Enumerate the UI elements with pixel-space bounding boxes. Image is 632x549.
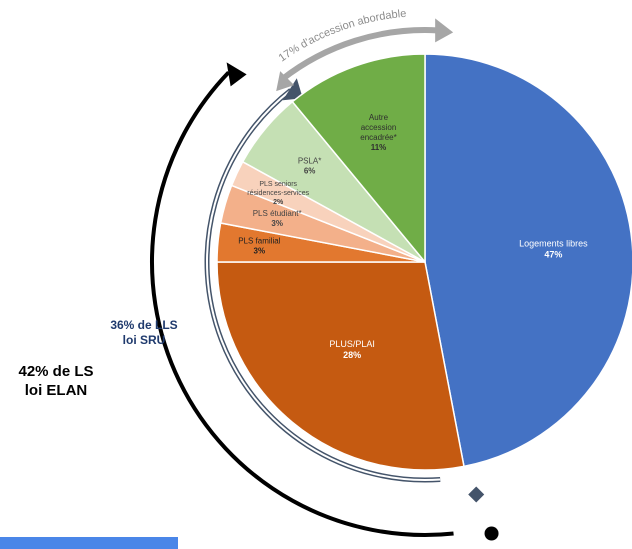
elan-annotation: 42% de LS loi ELAN — [18, 363, 94, 399]
slice-label: PLS familial — [238, 236, 280, 245]
accession-arc — [280, 27, 438, 82]
slice-label: Autre — [369, 113, 389, 122]
slice-label: accession — [361, 123, 397, 132]
pie-slice — [424, 53, 632, 468]
slice-label: PSLA* — [298, 157, 322, 166]
slice-label: encadrée* — [360, 133, 396, 142]
slice-label: PLS seniors — [259, 181, 297, 188]
slice-value-label: 6% — [304, 167, 316, 176]
slice-value-label: 47% — [544, 250, 562, 260]
accession-arrowhead-left — [276, 71, 295, 92]
pie-slice — [216, 261, 465, 471]
slice-label: résidences-services — [247, 190, 309, 197]
elan-end-dot — [484, 526, 499, 541]
sru-arc-inner — [206, 89, 441, 481]
sru-annotation: 36% de LLS loi SRU — [110, 318, 178, 347]
pie-slice — [291, 53, 426, 265]
elan-arrowhead — [226, 62, 247, 87]
slice-value-label: 11% — [371, 143, 387, 152]
sru-arrowhead-bottom — [468, 486, 485, 503]
slice-value-label: 28% — [343, 350, 361, 360]
slice-label: Logements libres — [519, 239, 588, 249]
slice-value-label: 3% — [254, 246, 266, 255]
elan-arc — [150, 70, 454, 537]
accession-arrowhead-right — [435, 18, 454, 43]
sru-arrowhead-top — [282, 78, 303, 101]
slice-label: PLS étudiant* — [253, 209, 302, 218]
slice-value-label: 3% — [271, 219, 283, 228]
slice-value-label: 2% — [273, 199, 284, 206]
bottom-bar — [0, 537, 178, 549]
slice-label: PLUS/PLAI — [329, 339, 375, 349]
